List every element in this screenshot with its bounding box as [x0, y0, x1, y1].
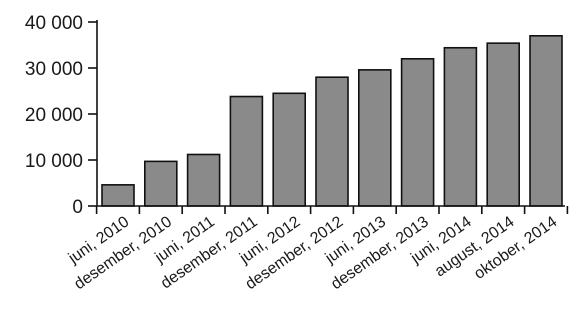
y-tick-label: 10 000: [25, 151, 83, 172]
bar: [186, 153, 221, 207]
y-axis: 0 10 000 20 000 30 000 40 000: [25, 13, 98, 218]
bar: [529, 34, 563, 207]
bars: [101, 34, 563, 207]
y-tick-label: 0: [72, 197, 83, 218]
y-tick-label: 20 000: [25, 105, 83, 126]
bar: [101, 184, 135, 207]
y-tick-label: 40 000: [25, 13, 83, 34]
bar: [443, 46, 478, 207]
bar: [357, 69, 392, 207]
bar: [400, 57, 435, 207]
y-tick-label: 30 000: [25, 59, 83, 80]
bar: [315, 76, 349, 207]
bar: [144, 160, 178, 207]
bar: [486, 42, 521, 207]
bar: [272, 92, 307, 207]
bar: [229, 95, 264, 207]
